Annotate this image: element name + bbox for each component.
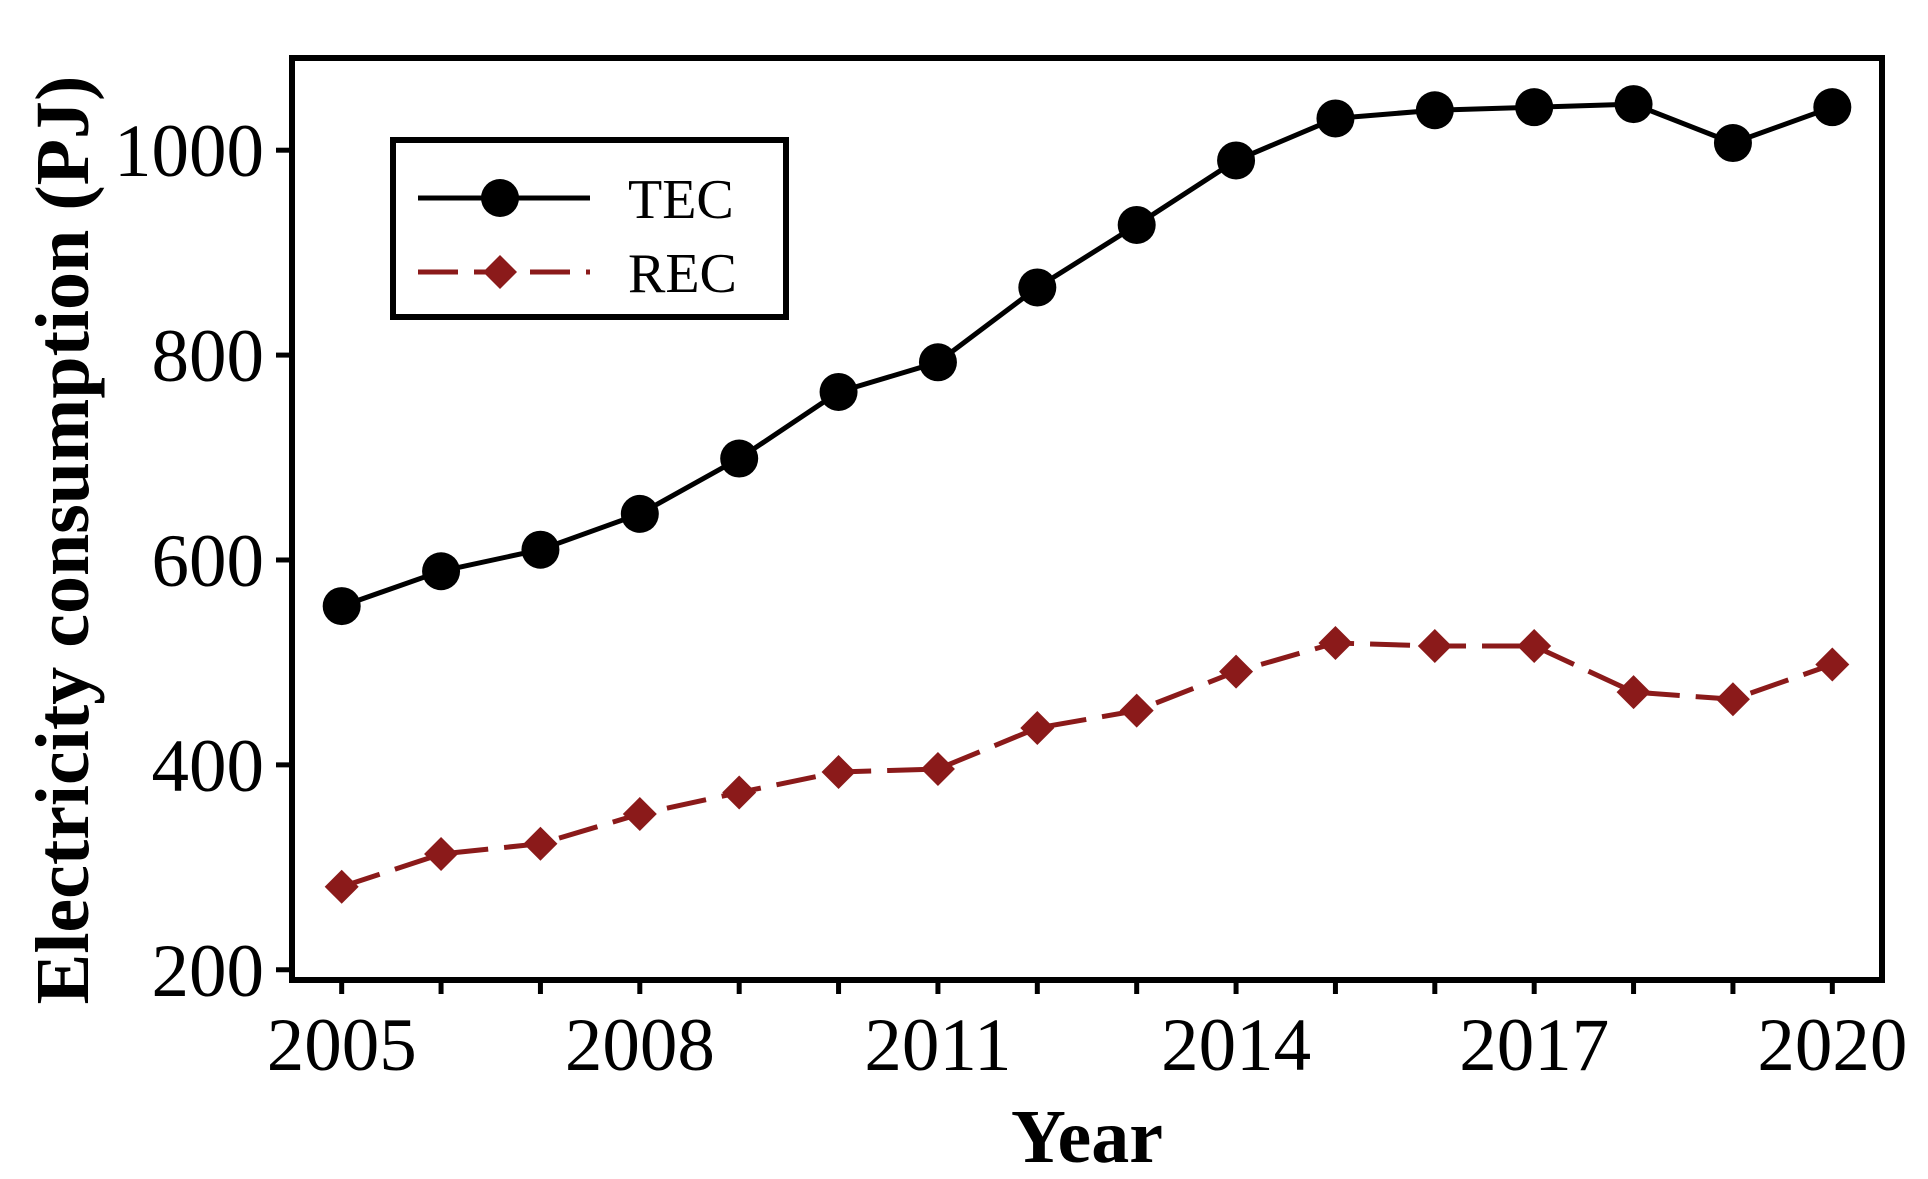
rec-data-point bbox=[1815, 647, 1850, 682]
rec-data-point bbox=[1020, 710, 1055, 745]
x-axis-ticks: 2005 2008 2011 2014 2017 2020 bbox=[267, 980, 1907, 1087]
tec-data-point bbox=[1813, 88, 1852, 127]
rec-data-point bbox=[1517, 629, 1552, 664]
rec-data-point bbox=[722, 775, 757, 810]
y-tick-label: 200 bbox=[152, 930, 265, 1013]
legend-entry-tec: TEC bbox=[418, 169, 734, 231]
plot-frame bbox=[289, 55, 1885, 983]
rec-data-point bbox=[1417, 629, 1452, 664]
legend-marker-tec bbox=[481, 179, 519, 217]
tec-data-point bbox=[819, 372, 858, 411]
x-tick-label: 2017 bbox=[1459, 1004, 1609, 1087]
tec-data-point bbox=[1018, 268, 1057, 307]
y-tick-label: 400 bbox=[152, 725, 265, 808]
x-tick-label: 2011 bbox=[864, 1004, 1011, 1087]
rec-data-point bbox=[920, 751, 955, 786]
tec-line bbox=[340, 101, 1834, 609]
tec-data-point bbox=[1515, 88, 1554, 127]
rec-line bbox=[340, 640, 1834, 890]
tec-data-point bbox=[1117, 205, 1156, 244]
tec-data-point bbox=[521, 530, 560, 569]
tec-data-point bbox=[1217, 141, 1256, 180]
tec-data-point bbox=[1316, 99, 1355, 138]
y-tick-label: 1000 bbox=[114, 110, 264, 193]
rec-data-point bbox=[622, 797, 657, 832]
rec-data-point bbox=[1119, 693, 1154, 728]
rec-data-point bbox=[1219, 654, 1254, 689]
plot-area bbox=[289, 55, 1885, 983]
legend: TEC REC bbox=[390, 137, 789, 320]
y-axis-title: Electricity consumption (PJ) bbox=[21, 76, 105, 1005]
y-axis-ticks: 200 400 600 800 1000 bbox=[114, 110, 292, 1013]
rec-series bbox=[324, 625, 1850, 904]
tec-data-point bbox=[1614, 85, 1653, 124]
rec-data-point bbox=[1715, 682, 1750, 717]
rec-data-point bbox=[1616, 675, 1651, 710]
rec-data-point bbox=[424, 836, 459, 871]
rec-data-point bbox=[324, 869, 359, 904]
x-axis-title: Year bbox=[1011, 1095, 1163, 1179]
legend-marker-rec bbox=[483, 255, 517, 289]
tec-series bbox=[322, 85, 1852, 626]
y-tick-label: 600 bbox=[152, 520, 265, 603]
tec-data-point bbox=[322, 587, 361, 626]
rec-data-point bbox=[523, 826, 558, 861]
rec-data-point bbox=[821, 755, 856, 790]
tec-data-point bbox=[1713, 124, 1752, 163]
series-layer bbox=[322, 85, 1852, 904]
x-tick-label: 2008 bbox=[565, 1004, 715, 1087]
tec-data-point bbox=[1415, 91, 1454, 130]
tec-data-point bbox=[422, 552, 461, 591]
tec-data-point bbox=[620, 494, 659, 533]
legend-label-rec: REC bbox=[628, 243, 737, 305]
legend-entry-rec: REC bbox=[418, 243, 737, 305]
x-tick-label: 2005 bbox=[267, 1004, 417, 1087]
y-tick-label: 800 bbox=[152, 315, 265, 398]
rec-data-point bbox=[1318, 625, 1353, 660]
x-tick-label: 2020 bbox=[1757, 1004, 1907, 1087]
legend-label-tec: TEC bbox=[628, 169, 734, 231]
legend-box bbox=[390, 137, 789, 320]
tec-data-point bbox=[918, 343, 957, 382]
x-tick-label: 2014 bbox=[1161, 1004, 1311, 1087]
tec-data-point bbox=[720, 439, 759, 478]
